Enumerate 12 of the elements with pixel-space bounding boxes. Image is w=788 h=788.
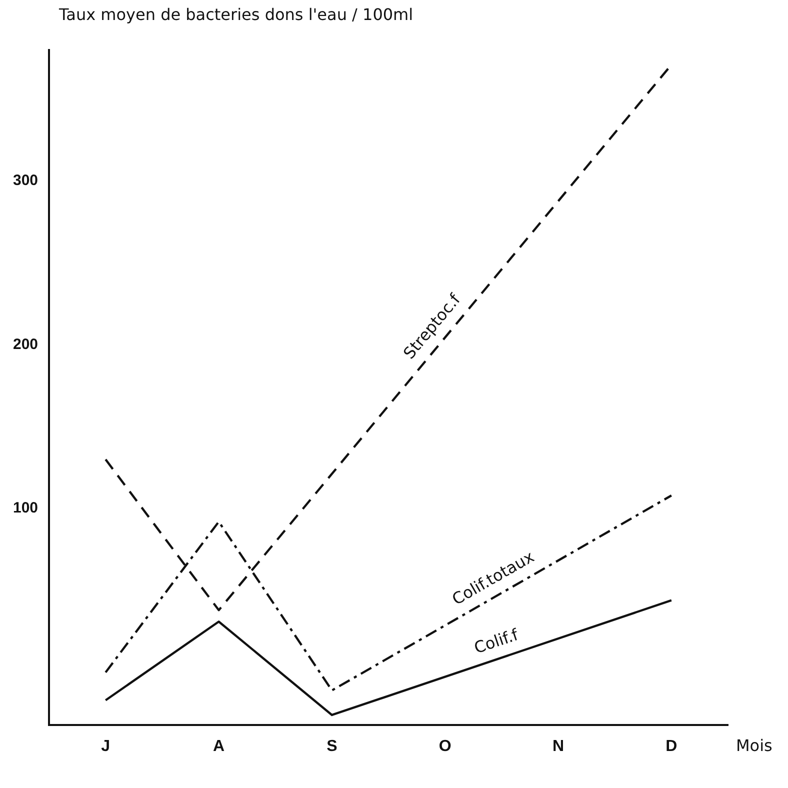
x-tick-label: O	[438, 738, 452, 755]
y-axis-title: Taux moyen de bacteries dons l'eau / 100ml	[58, 5, 414, 24]
x-tick-label: D	[666, 738, 678, 755]
x-axis-title: Mois	[736, 736, 772, 755]
x-tick-label: J	[101, 738, 110, 755]
y-tick-label: 100	[12, 500, 38, 517]
x-tick-label: S	[326, 738, 338, 755]
y-tick-label: 300	[12, 172, 38, 190]
text: Colif.f	[472, 624, 521, 658]
x-tick-label: N	[552, 738, 564, 755]
y-tick-label: 200	[12, 336, 38, 353]
x-tick-label: A	[212, 738, 225, 755]
